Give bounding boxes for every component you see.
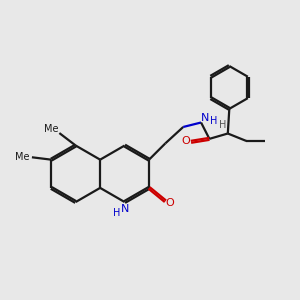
- Text: Me: Me: [44, 124, 58, 134]
- Text: H: H: [112, 208, 120, 218]
- Text: N: N: [120, 204, 129, 214]
- Text: Me: Me: [15, 152, 30, 162]
- Text: H: H: [210, 116, 217, 126]
- Text: H: H: [219, 120, 226, 130]
- Text: O: O: [181, 136, 190, 146]
- Text: O: O: [166, 198, 174, 208]
- Text: N: N: [200, 113, 209, 123]
